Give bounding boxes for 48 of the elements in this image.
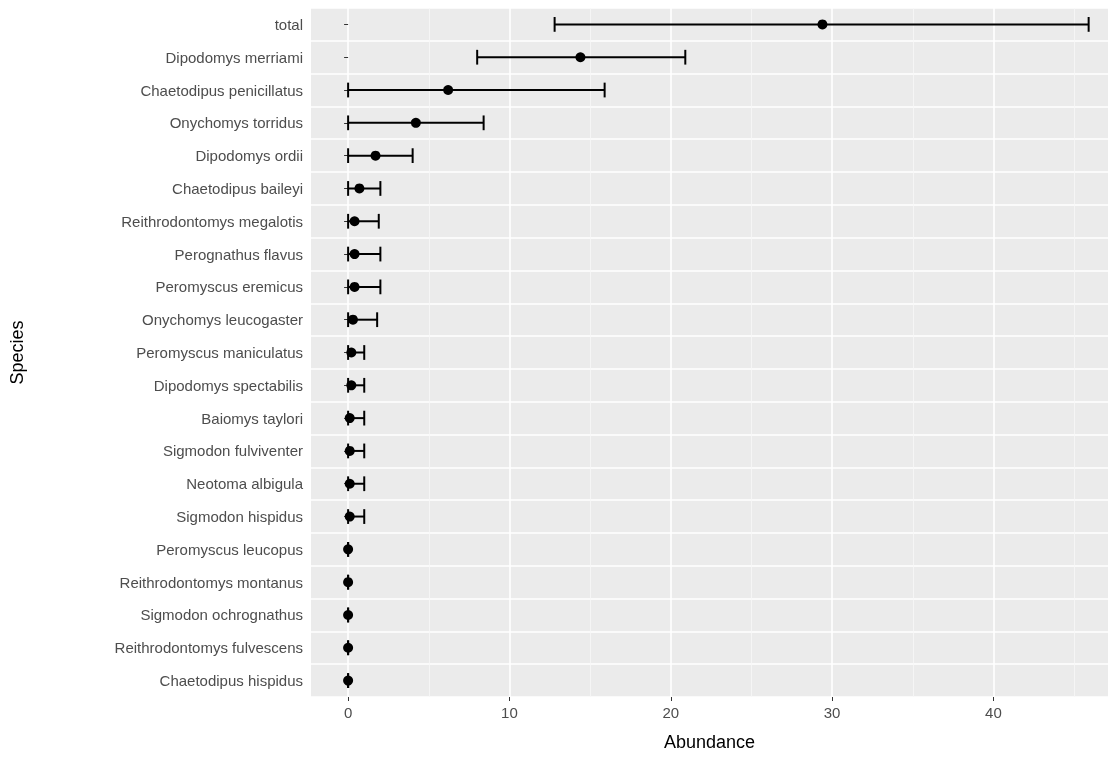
- y-tick-label: Dipodomys ordii: [195, 147, 303, 165]
- point: [343, 642, 354, 653]
- y-tick-label: Chaetodipus baileyi: [172, 179, 303, 197]
- point: [346, 347, 357, 358]
- y-tick-label: Peromyscus maniculatus: [136, 344, 303, 361]
- point: [343, 577, 354, 588]
- point: [370, 150, 381, 161]
- y-tick-label: Neotoma albigula: [186, 475, 304, 493]
- y-tick-label: Sigmodon ochrognathus: [140, 606, 303, 624]
- point: [349, 249, 360, 260]
- y-tick-label: Sigmodon fulviventer: [162, 442, 303, 460]
- x-tick-label: 30: [823, 704, 841, 721]
- y-tick-label: Reithrodontomys fulvescens: [114, 639, 303, 657]
- x-tick-label: 40: [985, 704, 1002, 721]
- x-axis-title: Abundance: [663, 732, 756, 752]
- x-tick-label: 10: [501, 704, 518, 721]
- point: [354, 183, 365, 194]
- point: [817, 19, 828, 30]
- point: [344, 511, 355, 522]
- x-tick-label: 20: [662, 704, 680, 721]
- point: [346, 380, 357, 391]
- y-tick-label: total: [274, 15, 303, 33]
- point: [410, 117, 421, 128]
- y-tick-label: Peromyscus eremicus: [155, 278, 303, 296]
- y-tick-label: Chaetodipus penicillatus: [140, 81, 303, 99]
- y-tick-label: Onychomys torridus: [169, 114, 303, 132]
- y-tick-label: Sigmodon hispidus: [176, 508, 303, 526]
- y-tick-label: Dipodomys spectabilis: [153, 376, 303, 394]
- point: [349, 216, 360, 227]
- point: [349, 281, 360, 292]
- y-tick-label: Peromyscus leucopus: [156, 540, 303, 558]
- y-tick-label: Dipodomys merriami: [165, 48, 303, 66]
- point: [343, 675, 354, 686]
- point: [343, 544, 354, 555]
- y-tick-label: Reithrodontomys montanus: [119, 573, 303, 591]
- point: [443, 85, 454, 96]
- point: [344, 413, 355, 424]
- x-tick-label: 0: [343, 704, 353, 721]
- y-tick-label: Perognathus flavus: [174, 245, 303, 263]
- point: [344, 445, 355, 456]
- y-tick-label: Onychomys leucogaster: [142, 311, 303, 329]
- point: [343, 609, 354, 620]
- point: [344, 478, 355, 489]
- y-tick-label: Reithrodontomys megalotis: [121, 212, 303, 230]
- y-axis-title: Species: [7, 320, 27, 385]
- y-tick-label: Baiomys taylori: [201, 409, 303, 427]
- y-tick-label: Chaetodipus hispidus: [159, 672, 303, 690]
- point: [575, 52, 586, 63]
